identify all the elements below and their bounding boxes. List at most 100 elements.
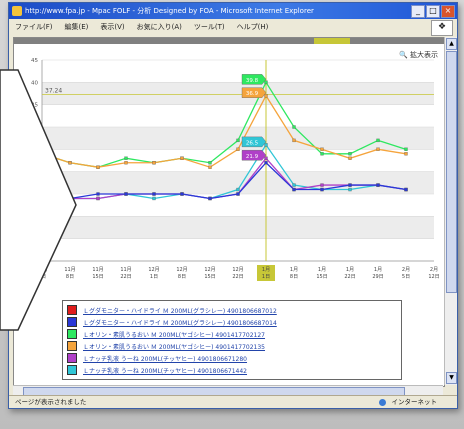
data-label: 21.9 (246, 154, 259, 160)
menu-file[interactable]: ファイル(F) (15, 23, 53, 31)
y-tick-label: 25 (31, 147, 38, 153)
series-point (292, 138, 296, 143)
x-tick-label: 12月 (148, 267, 159, 273)
x-tick-label: 22日 (232, 274, 243, 280)
series-point (124, 156, 128, 160)
line-chart: 05101520253035404537.2411月1日11月8日11月15日1… (31, 58, 440, 281)
legend-item[interactable]: Ｌオリン・素肌うるおい Ｍ 200ML(ヤゴシヒー) 4901417702127 (67, 328, 397, 340)
x-tick-label: 1日 (150, 274, 158, 280)
legend-swatch (67, 317, 77, 327)
legend-item[interactable]: Ｌグダモニター・ハイドライ Ｍ 200ML(グラシレー) 49018066870… (67, 316, 397, 328)
series-point (348, 187, 352, 192)
legend-swatch (67, 341, 77, 351)
y-tick-label: 10 (31, 214, 38, 220)
chart-legend: Ｌグダモニター・ハイドライ Ｍ 200ML(グラシレー) 49018066870… (62, 300, 402, 380)
vertical-scrollbar[interactable]: ▲ ▼ (444, 37, 457, 385)
series-point (96, 192, 100, 196)
series-point (236, 138, 240, 143)
y-tick-label: 40 (31, 80, 38, 86)
x-tick-label: 12日 (428, 274, 439, 280)
status-text: ページが表示されました (15, 398, 87, 406)
highlight-tick-bg (257, 265, 275, 281)
period-strip (14, 38, 444, 44)
legend-label: Ｌグダモニター・ハイドライ Ｍ 200ML(グラシレー) 49018066870… (83, 319, 277, 327)
series-point (180, 192, 184, 196)
series-point (264, 94, 268, 98)
page-content: 🔍 拡大表示 0 5 10 15 20 25 30 35 40 45 37.24 11月 1日 11月 8日… (13, 37, 445, 387)
legend-item[interactable]: Ｌナッチ乳液 うーね 200ML(チッヤヒー) 4901806671280 (67, 352, 397, 364)
series-point (124, 192, 128, 196)
series-point (152, 161, 156, 165)
legend-swatch (67, 353, 77, 363)
menu-favorites[interactable]: お気に入り(A) (136, 23, 182, 31)
x-tick-label: 11月 (120, 267, 131, 273)
series-point (208, 165, 212, 169)
window-title: http://www.fpa.jp - Mpac FOLF - 分析 Desig… (25, 7, 314, 15)
legend-label: Ｌオリン・素肌うるおい Ｍ 200ML(ヤゴシヒー) 4901417702135 (83, 343, 266, 351)
series-point (96, 196, 100, 201)
x-tick-label: 1月 (374, 267, 382, 273)
series-point (348, 156, 352, 160)
maximize-button[interactable]: □ (426, 5, 440, 18)
series-point (348, 183, 352, 187)
menu-help[interactable]: ヘルプ(H) (236, 23, 269, 31)
series-point (152, 196, 156, 201)
minimize-button[interactable]: _ (411, 5, 425, 18)
series-point (208, 196, 212, 201)
y-tick-label: 20 (31, 170, 38, 176)
x-tick-label: 1月 (318, 267, 326, 273)
series-point (152, 192, 156, 196)
x-tick-label: 22日 (120, 274, 131, 280)
x-tick-label: 8日 (290, 274, 298, 280)
series-point (236, 187, 240, 192)
legend-item[interactable]: Ｌナッチ乳液 うーね 200ML(チッヤヒー) 4901806671442 (67, 364, 397, 376)
menu-tools[interactable]: ツール(T) (193, 23, 225, 31)
close-button[interactable]: × (441, 5, 455, 18)
title-bar[interactable]: http://www.fpa.jp - Mpac FOLF - 分析 Desig… (9, 3, 457, 19)
series-point (404, 147, 408, 151)
grid-band (42, 82, 434, 105)
x-tick-label: 8日 (66, 274, 74, 280)
series-point (236, 192, 240, 196)
x-tick-label: 8日 (178, 274, 186, 280)
series-point (208, 161, 212, 165)
period-highlight (314, 38, 350, 44)
series-point (68, 161, 72, 165)
zone-label: インターネット (391, 398, 438, 406)
x-tick-label: 11月 (36, 267, 47, 273)
series-line (41, 94, 407, 168)
scroll-down-icon[interactable]: ▼ (446, 372, 457, 384)
series-point (292, 187, 296, 192)
x-tick-label: 1月 (346, 267, 354, 273)
ie-icon (12, 6, 22, 16)
status-bar: ページが表示されました インターネット (9, 395, 457, 408)
data-label: 39.8 (246, 78, 259, 84)
y-tick-label: 35 (31, 103, 38, 109)
data-label: 26.5 (246, 140, 259, 146)
menu-view[interactable]: 表示(V) (100, 23, 125, 31)
x-tick-label: 15日 (204, 274, 215, 280)
menu-bar: ファイル(F) 編集(E) 表示(V) お気に入り(A) ツール(T) ヘルプ(… (9, 20, 457, 36)
series-line (41, 80, 407, 168)
series-point (348, 152, 352, 156)
menu-edit[interactable]: 編集(E) (64, 23, 89, 31)
series-point (68, 196, 72, 201)
x-tick-label: 1月 (262, 267, 270, 273)
grid-band (42, 171, 434, 194)
data-label-flag (241, 150, 267, 161)
series-point (292, 183, 296, 187)
scroll-thumb[interactable] (446, 51, 457, 293)
grid-band (42, 216, 434, 239)
legend-item[interactable]: Ｌオリン・素肌うるおい Ｍ 200ML(ヤゴシヒー) 4901417702135 (67, 340, 397, 352)
legend-item[interactable]: Ｌグダモニター・ハイドライ Ｍ 200ML(グラシレー) 49018066870… (67, 304, 397, 316)
zoom-control[interactable]: 🔍 拡大表示 (399, 50, 438, 60)
scroll-up-icon[interactable]: ▲ (446, 38, 457, 50)
series-point (264, 80, 268, 84)
x-tick-label: 2月 (430, 267, 438, 273)
data-label-flag (241, 74, 267, 85)
series-point (320, 183, 324, 187)
series-point (320, 187, 324, 192)
series-point (320, 147, 324, 151)
x-tick-label: 11月 (92, 267, 103, 273)
series-point (180, 156, 184, 160)
